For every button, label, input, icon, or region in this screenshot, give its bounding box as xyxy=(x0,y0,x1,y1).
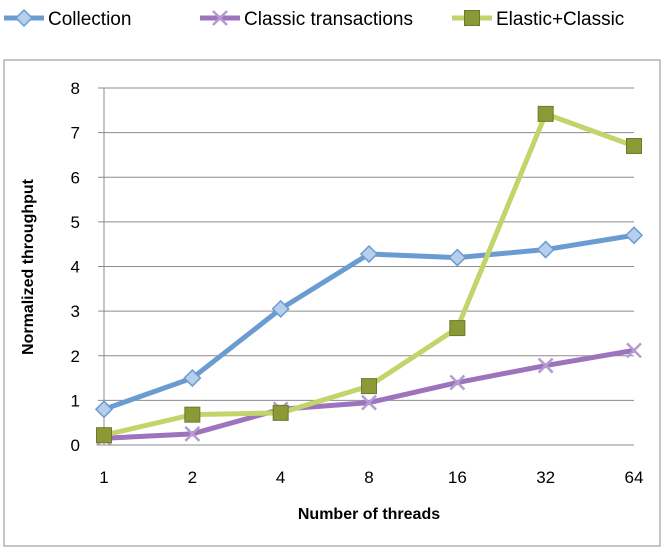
y-axis-title: Normalized throughput xyxy=(20,178,37,355)
y-tick-label: 8 xyxy=(71,79,80,98)
data-point xyxy=(361,378,377,395)
data-point xyxy=(448,248,467,267)
y-tick-label: 7 xyxy=(71,124,80,143)
y-tick-label: 1 xyxy=(71,391,80,410)
legend-marker xyxy=(464,10,480,26)
y-tick-label: 5 xyxy=(71,213,80,232)
legend-entry: Collection xyxy=(4,8,131,30)
data-point xyxy=(449,320,466,337)
series-group xyxy=(94,105,644,447)
gridlines xyxy=(98,87,634,446)
legend-label: Collection xyxy=(48,9,131,30)
x-tick-label: 32 xyxy=(536,468,555,487)
legend-entry: Classic transactions xyxy=(200,9,413,30)
y-tick-label: 4 xyxy=(71,258,80,277)
y-axis-ticks: 0 1 2 3 4 5 6 7 8 xyxy=(71,79,80,455)
data-point xyxy=(536,240,555,259)
legend-entry: Elastic+Classic xyxy=(452,9,624,30)
data-point xyxy=(537,105,554,122)
y-tick-label: 0 xyxy=(71,436,80,455)
legend-marker xyxy=(212,10,228,26)
data-point xyxy=(626,342,642,359)
data-point xyxy=(361,394,377,411)
series-elastic-classic xyxy=(96,105,642,444)
x-tick-label: 4 xyxy=(276,468,285,487)
data-point xyxy=(359,244,379,264)
data-point xyxy=(183,369,202,388)
data-point xyxy=(537,357,554,374)
x-tick-label: 16 xyxy=(448,468,467,487)
data-point xyxy=(184,406,201,423)
data-point xyxy=(272,404,289,421)
legend-marker xyxy=(14,8,34,28)
legend-label: Classic transactions xyxy=(244,9,413,30)
x-axis-title: Number of threads xyxy=(298,506,440,523)
data-point xyxy=(94,400,114,419)
x-axis-ticks: 1 2 4 8 16 32 64 xyxy=(99,468,643,487)
data-point xyxy=(271,299,290,318)
y-tick-label: 3 xyxy=(71,302,80,321)
x-tick-label: 64 xyxy=(625,468,644,487)
y-tick-label: 2 xyxy=(71,347,80,366)
y-tick-label: 6 xyxy=(71,168,80,187)
series-collection xyxy=(94,226,644,419)
x-tick-label: 1 xyxy=(99,468,108,487)
plot-frame xyxy=(3,59,661,547)
data-point xyxy=(184,425,201,442)
x-tick-label: 8 xyxy=(364,468,373,487)
data-point xyxy=(449,374,466,391)
legend-label: Elastic+Classic xyxy=(496,9,624,30)
data-point xyxy=(96,427,112,444)
legend: Collection Classic transactions Elastic+Cl… xyxy=(4,8,624,30)
series-classic-transactions xyxy=(96,342,642,447)
x-tick-label: 2 xyxy=(188,468,197,487)
data-point xyxy=(624,226,644,245)
data-point xyxy=(626,138,642,155)
